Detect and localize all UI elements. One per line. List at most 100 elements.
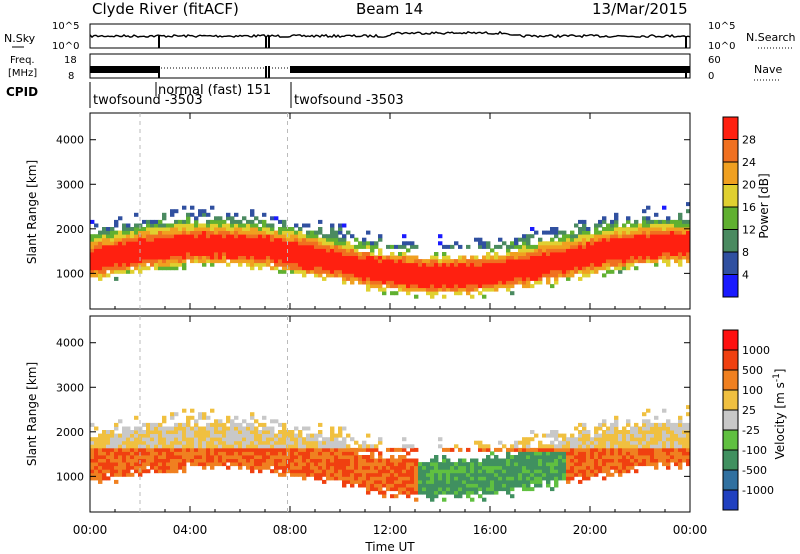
heatmap-cell [446,487,451,492]
heatmap-cell [530,276,535,281]
heatmap-cell [182,440,187,445]
colorbar-swatch [723,274,738,298]
heatmap-cell [622,437,627,442]
heatmap-cell [370,476,375,481]
heatmap-cell [522,479,527,484]
heatmap-cell [370,259,375,264]
heatmap-cell [142,252,147,256]
heatmap-cell [166,455,171,459]
heatmap-cell [94,244,99,249]
heatmap-cell [286,433,291,438]
heatmap-cell [494,465,499,470]
heatmap-cell [558,440,563,445]
heatmap-cell [534,455,539,459]
heatmap-cell [186,451,191,456]
heatmap-cell [234,458,239,463]
heatmap-cell [614,262,619,267]
heatmap-cell [282,223,287,228]
heatmap-cell [422,479,427,484]
heatmap-cell [554,269,559,274]
freq-panel: Freq. [MHz] 18 8 60 0 Nave [8,53,782,82]
heatmap-cell [638,234,643,239]
heatmap-cell [654,223,659,228]
heatmap-cell [538,259,543,264]
heatmap-cell [642,234,647,239]
heatmap-cell [254,255,259,260]
heatmap-cell [622,266,627,271]
heatmap-cell [158,465,163,470]
heatmap-cell [94,223,99,228]
heatmap-cell [170,266,175,271]
heatmap-cell [310,444,315,449]
heatmap-cell [442,284,447,289]
heatmap-cell [162,212,167,217]
heatmap-cell [302,458,307,463]
heatmap-cell [570,465,575,470]
heatmap-cell [554,280,559,285]
heatmap-cell [602,437,607,442]
heatmap-cell [478,262,483,267]
colorbar-swatch [723,207,738,230]
heatmap-cell [186,440,191,445]
heatmap-cell [538,444,543,449]
heatmap-cell [410,483,415,488]
heatmap-cell [270,255,275,260]
heatmap-cell [590,440,595,445]
heatmap-cell [178,259,183,264]
heatmap-cell [290,433,295,438]
heatmap-cell [258,219,263,224]
heatmap-cell [262,451,267,456]
heatmap-cell [202,447,207,452]
heatmap-cell [234,433,239,438]
heatmap-cell [230,237,235,242]
heatmap-cell [454,241,459,246]
heatmap-cell [318,255,323,260]
heatmap-cell [678,252,683,256]
heatmap-cell [330,269,335,274]
heatmap-cell [578,447,583,452]
heatmap-cell [470,294,475,299]
heatmap-cell [262,458,267,463]
heatmap-cell [94,259,99,264]
heatmap-cell [270,234,275,239]
heatmap-cell [110,458,115,463]
heatmap-cell [646,248,651,253]
heatmap-cell [338,248,343,253]
heatmap-cell [586,269,591,274]
heatmap-cell [490,483,495,488]
heatmap-cell [406,269,411,274]
heatmap-cell [246,422,251,427]
heatmap-cell [378,287,383,292]
heatmap-cell [346,451,351,456]
heatmap-cell [614,244,619,249]
heatmap-cell [126,430,131,434]
heatmap-cell [210,259,215,264]
heatmap-cell [254,465,259,470]
heatmap-cell [294,252,299,256]
heatmap-cell [190,227,195,231]
heatmap-cell [598,237,603,242]
heatmap-cell [590,269,595,274]
heatmap-cell [418,266,423,271]
heatmap-cell [330,227,335,231]
heatmap-cell [382,266,387,271]
heatmap-cell [270,469,275,474]
heatmap-cell [250,227,255,231]
heatmap-cell [498,469,503,474]
heatmap-cell [582,426,587,431]
heatmap-cell [230,259,235,264]
heatmap-cell [514,465,519,470]
heatmap-cell [238,430,243,434]
heatmap-cell [170,252,175,256]
heatmap-cell [638,430,643,434]
heatmap-cell [598,262,603,267]
heatmap-cell [126,237,131,242]
heatmap-cell [346,252,351,256]
heatmap-cell [522,458,527,463]
heatmap-cell [230,227,235,231]
heatmap-cell [146,255,151,260]
heatmap-cell [686,462,691,467]
heatmap-cell [434,262,439,267]
heatmap-cell [206,212,211,217]
heatmap-cell [686,458,691,463]
